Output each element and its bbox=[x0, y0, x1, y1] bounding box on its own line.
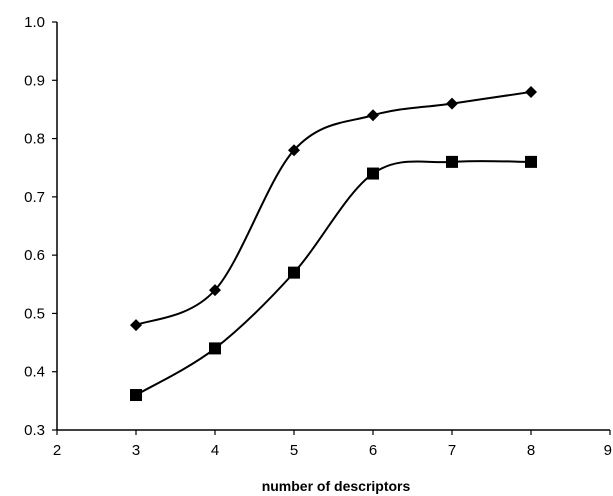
series-2 bbox=[130, 155, 537, 402]
y-tick-label: 0.6 bbox=[24, 247, 45, 264]
diamond-marker bbox=[130, 319, 142, 332]
series-line bbox=[135, 160, 532, 396]
x-tick-label: 6 bbox=[369, 442, 377, 459]
diamond-marker bbox=[288, 144, 300, 157]
square-marker bbox=[367, 167, 379, 180]
series-1 bbox=[130, 85, 537, 332]
y-tick-label: 0.4 bbox=[24, 364, 45, 381]
square-marker bbox=[209, 342, 221, 355]
diamond-marker bbox=[525, 85, 537, 98]
x-tick-label: 3 bbox=[132, 442, 140, 459]
x-tick-label: 4 bbox=[211, 442, 219, 459]
diamond-marker bbox=[446, 97, 458, 110]
y-tick-label: 1.0 bbox=[24, 14, 45, 31]
diamond-marker bbox=[367, 109, 379, 122]
diamond-marker bbox=[209, 284, 221, 297]
square-marker bbox=[446, 155, 458, 168]
y-tick-label: 0.8 bbox=[24, 131, 45, 148]
y-axis-ticks: 0.3 0.4 0.5 0.6 0.7 0.8 0.9 1.0 bbox=[24, 14, 57, 439]
series-line bbox=[135, 90, 532, 327]
square-marker bbox=[130, 389, 142, 402]
x-axis-ticks: 2 3 4 5 6 7 8 9 bbox=[53, 430, 612, 459]
square-marker bbox=[288, 266, 300, 279]
x-tick-label: 8 bbox=[527, 442, 535, 459]
x-tick-label: 5 bbox=[290, 442, 298, 459]
y-tick-label: 0.9 bbox=[24, 72, 45, 89]
x-tick-label: 9 bbox=[604, 442, 612, 459]
series-layer bbox=[130, 85, 537, 402]
y-tick-label: 0.5 bbox=[24, 305, 45, 322]
y-tick-label: 0.7 bbox=[24, 189, 45, 206]
x-tick-label: 7 bbox=[448, 442, 456, 459]
square-marker bbox=[525, 155, 537, 168]
axes bbox=[56, 22, 610, 431]
x-axis-title: number of descriptors bbox=[262, 478, 411, 494]
x-tick-label: 2 bbox=[53, 442, 61, 459]
y-tick-label: 0.3 bbox=[24, 422, 45, 439]
